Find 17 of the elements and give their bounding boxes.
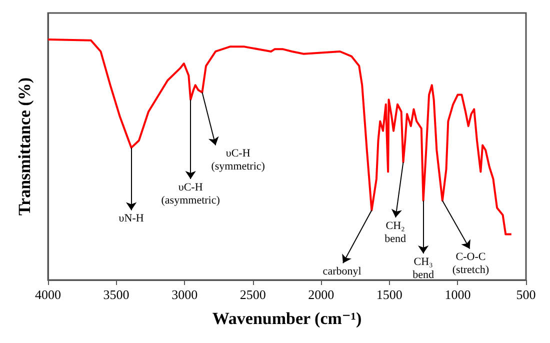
annotation: υC-H (asymmetric) [161, 181, 220, 206]
x-tick-label: 1500 [376, 287, 402, 302]
annotation: CH₃ bend [412, 256, 434, 282]
x-tick-label: 2500 [240, 287, 266, 302]
x-tick-label: 500 [516, 287, 536, 302]
x-tick-label: 2000 [308, 287, 334, 302]
annotation: C-O-C (stretch) [452, 250, 490, 276]
x-tick-label: 3500 [103, 287, 130, 302]
y-axis-title: Transmittance (%) [15, 77, 34, 216]
x-tick-label: 1000 [444, 287, 471, 302]
annotation: υC-H (symmetric) [211, 148, 266, 173]
x-tick-label: 4000 [35, 287, 61, 302]
annotation: υN-H [118, 212, 144, 225]
x-tick-label: 3000 [172, 287, 198, 302]
x-axis-title: Wavenumber (cm⁻¹) [212, 309, 362, 328]
annotation: carbonyl [322, 265, 362, 278]
annotation: CH₂ bend [384, 220, 406, 245]
